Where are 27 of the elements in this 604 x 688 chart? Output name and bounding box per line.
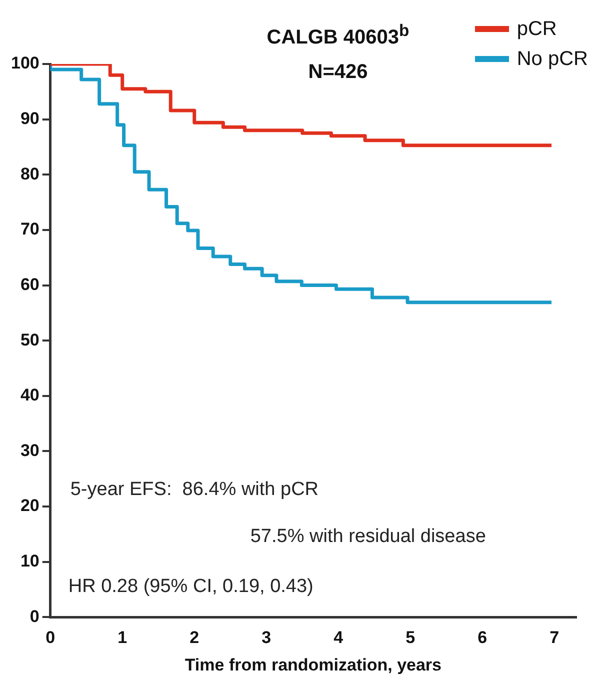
- y-tick-label: 20: [20, 496, 40, 516]
- x-tick-label: 2: [190, 628, 200, 648]
- x-tick-label: 1: [118, 628, 128, 648]
- chart-title: CALGB 40603$^{b}$: [266, 20, 410, 51]
- y-tick-label: 30: [20, 440, 40, 460]
- annotation: 57.5% with residual disease: [250, 526, 486, 548]
- y-tick-label: 100: [10, 54, 40, 73]
- y-tick-label: 0: [30, 606, 40, 626]
- x-tick-label: 0: [46, 628, 56, 648]
- x-tick-label: 4: [334, 628, 344, 648]
- x-tick-label: 6: [478, 628, 488, 648]
- y-tick-label: 60: [20, 274, 40, 294]
- y-tick-label: 50: [20, 330, 40, 350]
- x-tick-label: 5: [406, 628, 416, 648]
- y-tick-label: 40: [20, 386, 40, 405]
- legend-label: No pCR: [516, 48, 588, 70]
- x-axis-title: Time from randomization, years: [184, 655, 442, 674]
- chart-subtitle: N=426: [307, 60, 369, 85]
- legend-label: pCR: [516, 18, 557, 40]
- x-tick-label: 3: [262, 628, 272, 648]
- y-tick-label: 80: [20, 164, 40, 184]
- y-tick-label: 10: [20, 552, 40, 571]
- annotation: HR 0.28 (95% CI, 0.19, 0.43): [68, 576, 314, 598]
- y-tick-label: 70: [20, 220, 40, 239]
- y-tick-label: 90: [20, 109, 40, 128]
- annotation: 5-year EFS: 86.4% with pCR: [70, 479, 319, 500]
- x-tick-label: 7: [550, 628, 560, 648]
